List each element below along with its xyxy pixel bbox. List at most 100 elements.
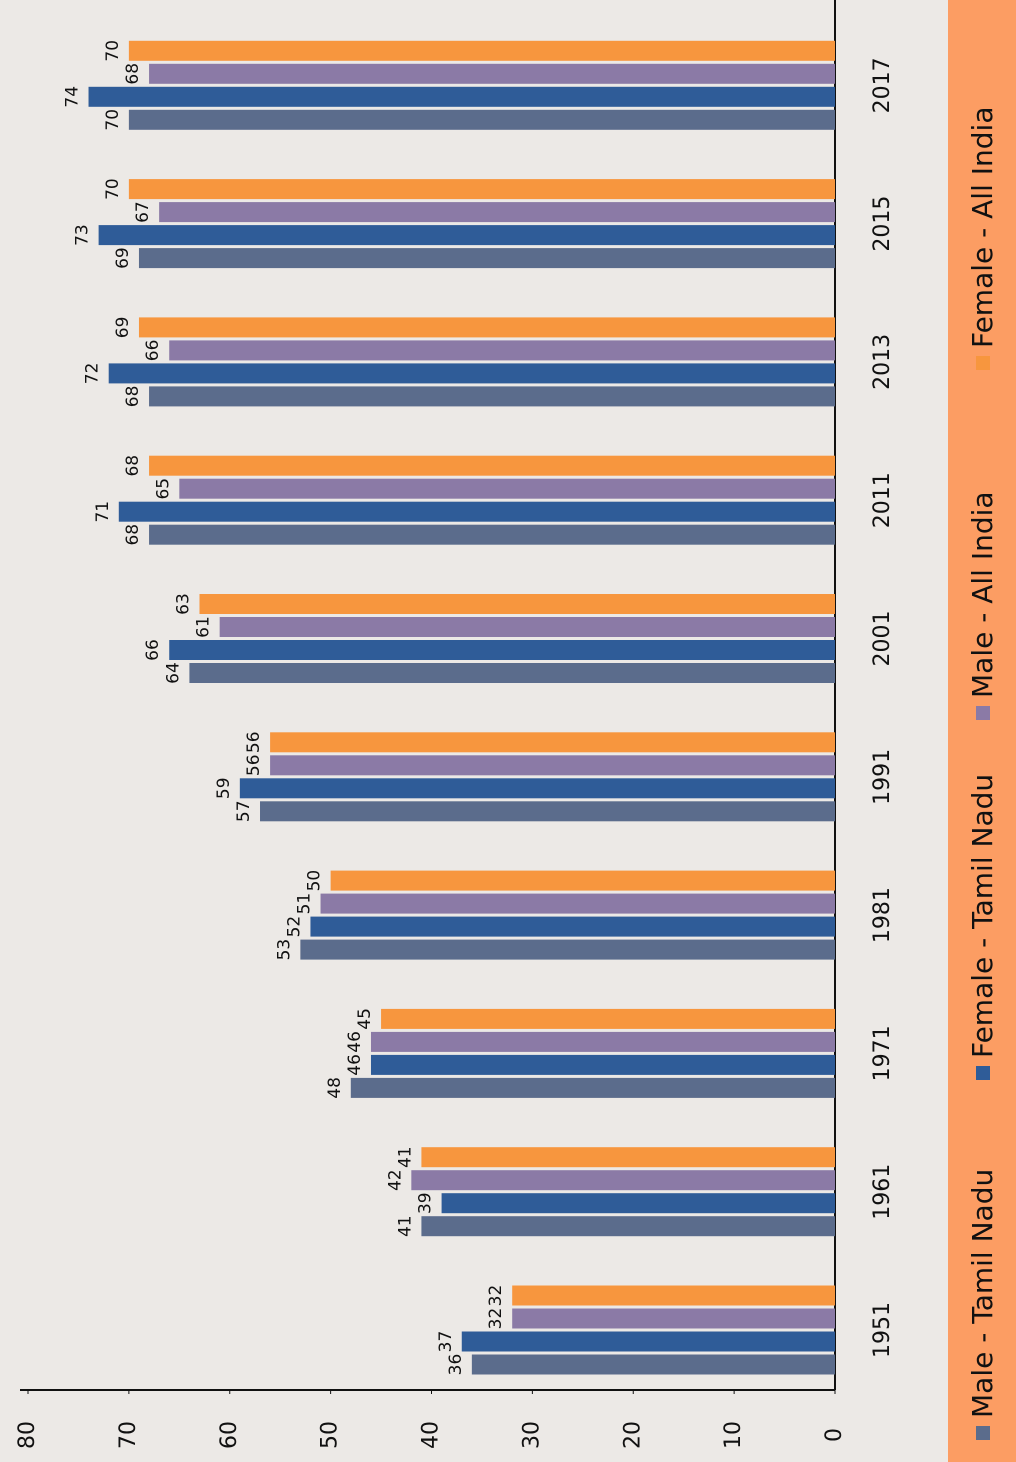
bar <box>472 1355 835 1375</box>
data-label: 72 <box>83 363 103 385</box>
bar <box>189 663 835 683</box>
data-label: 68 <box>123 386 143 408</box>
data-label: 59 <box>214 777 234 799</box>
bar <box>139 248 835 268</box>
bar <box>89 87 835 107</box>
bar <box>270 732 835 752</box>
x-tick-label: 2015 <box>870 196 895 252</box>
legend-label: Female - Tamil Nadu <box>966 774 999 1058</box>
data-label: 53 <box>274 939 294 961</box>
legend-swatch <box>976 1426 990 1440</box>
bar <box>149 64 835 84</box>
y-tick-label: 30 <box>519 1421 544 1449</box>
data-label: 66 <box>143 639 163 661</box>
data-label: 32 <box>486 1285 506 1307</box>
bar <box>149 525 835 545</box>
data-label: 69 <box>113 247 133 269</box>
bar <box>119 502 835 522</box>
bar <box>442 1193 835 1213</box>
data-label: 41 <box>395 1146 415 1168</box>
data-label: 56 <box>244 754 264 776</box>
bar <box>109 363 835 383</box>
bar <box>129 41 835 61</box>
legend-swatch <box>976 356 990 370</box>
data-label: 46 <box>345 1031 365 1053</box>
data-label: 70 <box>103 178 123 200</box>
bar <box>179 479 835 499</box>
bar <box>169 340 835 360</box>
legend-label: Female - All India <box>966 107 999 348</box>
data-label: 32 <box>486 1308 506 1330</box>
data-label: 71 <box>93 501 113 523</box>
bar <box>139 317 835 337</box>
x-tick-label: 1981 <box>870 887 895 943</box>
data-label: 67 <box>133 201 153 223</box>
bar <box>421 1216 835 1236</box>
x-tick-label: 2001 <box>870 611 895 667</box>
data-label: 74 <box>63 86 83 108</box>
data-label: 70 <box>103 40 123 62</box>
data-label: 65 <box>153 478 173 500</box>
legend-swatch <box>976 706 990 720</box>
data-label: 36 <box>446 1354 466 1376</box>
y-tick-label: 10 <box>721 1421 746 1449</box>
y-tick-label: 70 <box>116 1421 141 1449</box>
data-label: 61 <box>194 616 214 638</box>
bar <box>512 1286 835 1306</box>
data-label: 48 <box>325 1077 345 1099</box>
bar <box>129 179 835 199</box>
y-tick-label: 0 <box>822 1428 847 1442</box>
bar <box>351 1078 835 1098</box>
data-label: 70 <box>103 109 123 131</box>
bar <box>220 617 835 637</box>
y-tick-label: 80 <box>15 1421 40 1449</box>
data-label: 46 <box>345 1054 365 1076</box>
data-label: 68 <box>123 455 143 477</box>
data-label: 64 <box>163 662 183 684</box>
data-label: 42 <box>385 1169 405 1191</box>
x-tick-label: 2013 <box>870 334 895 390</box>
data-label: 66 <box>143 340 163 362</box>
x-tick-label: 2011 <box>870 472 895 528</box>
bar <box>169 640 835 660</box>
x-tick-label: 1971 <box>870 1025 895 1081</box>
bar <box>411 1170 835 1190</box>
legend-label: Male - Tamil Nadu <box>966 1169 999 1418</box>
bar <box>512 1309 835 1329</box>
data-label: 39 <box>416 1192 436 1214</box>
y-tick-label: 20 <box>620 1421 645 1449</box>
chart: 0102030405060708019513637323219614139424… <box>0 0 1016 1462</box>
data-label: 69 <box>113 317 133 339</box>
data-label: 57 <box>234 800 254 822</box>
bar <box>199 594 835 614</box>
bar <box>462 1332 835 1352</box>
data-label: 73 <box>73 224 93 246</box>
data-label: 68 <box>123 63 143 85</box>
bar <box>300 940 835 960</box>
bar <box>159 202 835 222</box>
x-tick-label: 1991 <box>870 749 895 805</box>
bar <box>149 386 835 406</box>
data-label: 52 <box>284 916 304 938</box>
bar <box>310 917 835 937</box>
bar <box>321 894 835 914</box>
bar <box>371 1055 835 1075</box>
legend-label: Male - All India <box>966 491 999 698</box>
y-tick-label: 50 <box>318 1421 343 1449</box>
bar <box>129 110 835 130</box>
data-label: 51 <box>295 893 315 915</box>
bar <box>381 1009 835 1029</box>
bar <box>260 801 835 821</box>
bar <box>421 1147 835 1167</box>
data-label: 68 <box>123 524 143 546</box>
x-tick-label: 1951 <box>870 1302 895 1358</box>
bar <box>331 871 835 891</box>
data-label: 37 <box>436 1331 456 1353</box>
data-label: 56 <box>244 731 264 753</box>
bar <box>240 778 835 798</box>
y-tick-label: 40 <box>419 1421 444 1449</box>
data-label: 63 <box>173 593 193 615</box>
x-tick-label: 2017 <box>870 57 895 113</box>
bar <box>99 225 835 245</box>
x-tick-label: 1961 <box>870 1164 895 1220</box>
